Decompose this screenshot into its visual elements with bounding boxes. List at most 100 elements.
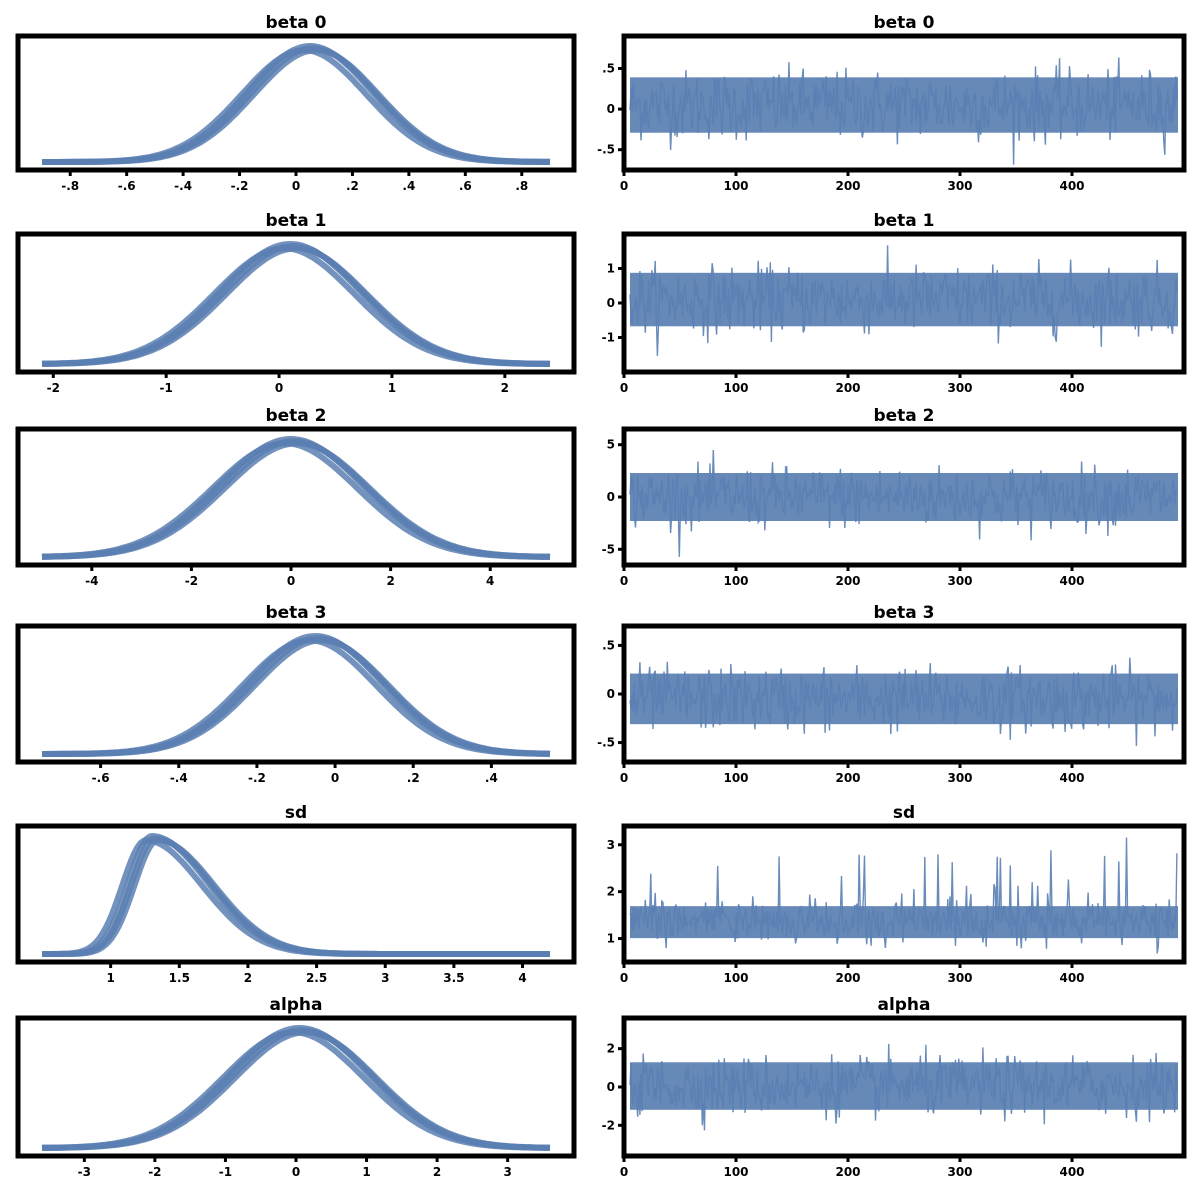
subplot-kde-1: beta 0 -.8 -.6 -.4 -.2 0 .2 .4 .6 .8 [15, 13, 577, 193]
axes-frame [15, 426, 577, 568]
x-tick-label: .4 [402, 179, 415, 193]
kde-chain-line [42, 43, 550, 165]
y-tick-label: -.5 [597, 143, 615, 157]
kde-chain-line [42, 47, 551, 165]
x-tick-label: 1 [106, 971, 114, 985]
kde-chain-line [42, 245, 550, 367]
axes-frame [621, 33, 1187, 173]
x-tick-label: 100 [723, 1165, 748, 1179]
subplot-kde-4: beta 3 -.6 -.4 -.2 0 .2 .4 [15, 603, 577, 785]
kde-chain-line [41, 440, 551, 560]
axes-frame [621, 426, 1187, 568]
x-tick-label: 300 [947, 381, 972, 395]
kde-chain-line [42, 835, 550, 957]
x-tick-label: 3 [381, 971, 389, 985]
x-tick-label: 0 [331, 771, 339, 785]
y-tick-label: 0 [607, 490, 615, 504]
x-tick-label: .6 [459, 179, 472, 193]
subplot-kde-2: beta 1 -2 -1 0 1 2 [15, 211, 577, 395]
y-tick-label: .5 [602, 61, 615, 75]
x-tick-label: 0 [620, 971, 628, 985]
trace-line [629, 57, 1178, 165]
y-tick-label: 0 [607, 687, 615, 701]
y-tick-label: -.5 [597, 736, 615, 750]
kde-chain-line [42, 637, 550, 757]
x-tick-label: 0 [287, 574, 295, 588]
y-tick-label: 3 [607, 838, 615, 852]
x-tick-label: 0 [620, 1165, 628, 1179]
x-tick-label: 0 [620, 574, 628, 588]
y-tick-label: 5 [607, 438, 615, 452]
x-tick-label: 4 [486, 574, 494, 588]
subplot-title: beta 0 [873, 13, 934, 33]
x-tick-label: 2 [501, 381, 509, 395]
x-tick-label: -1 [219, 1165, 232, 1179]
kde-chain-line [42, 47, 550, 165]
subplot-title: sd [893, 803, 915, 823]
subplot-kde-5: sd 1 1.5 2 2.5 3 3.5 4 [15, 803, 577, 985]
x-tick-label: 400 [1059, 971, 1084, 985]
x-tick-label: 300 [947, 771, 972, 785]
y-tick-label: 0 [607, 102, 615, 116]
x-tick-label: 1 [362, 1165, 370, 1179]
x-tick-label: 300 [947, 179, 972, 193]
kde-chain-line [41, 436, 550, 560]
axes-frame [15, 231, 577, 375]
x-tick-label: -.4 [174, 179, 192, 193]
x-tick-label: .2 [407, 771, 420, 785]
x-tick-label: 2 [433, 1165, 441, 1179]
x-tick-label: 4 [518, 971, 526, 985]
x-tick-label: 200 [835, 771, 860, 785]
kde-chain-line [41, 440, 551, 560]
x-tick-label: -4 [85, 574, 98, 588]
subplot-title: beta 0 [265, 13, 326, 33]
x-tick-label: 100 [723, 771, 748, 785]
trace-line [629, 449, 1178, 557]
x-tick-label: 300 [947, 1165, 972, 1179]
x-tick-label: -1 [160, 381, 173, 395]
y-tick-label: .5 [602, 638, 615, 652]
subplot-trace-5: sd 1 2 3 0 100 200 300 400 [607, 803, 1187, 985]
y-tick-label: -2 [602, 1118, 615, 1132]
x-tick-label: -.6 [92, 771, 110, 785]
trace-line [629, 657, 1178, 746]
x-tick-label: 400 [1059, 771, 1084, 785]
kde-chain-line [41, 1027, 550, 1151]
x-tick-label: 0 [620, 771, 628, 785]
x-tick-label: 400 [1059, 381, 1084, 395]
x-tick-label: .2 [346, 179, 359, 193]
x-tick-label: 100 [723, 971, 748, 985]
x-tick-label: -.2 [248, 771, 266, 785]
x-tick-label: 0 [620, 381, 628, 395]
x-tick-label: 2 [386, 574, 394, 588]
x-tick-label: 300 [947, 574, 972, 588]
trace-line [629, 837, 1178, 954]
kde-chain-line [42, 1025, 551, 1151]
x-tick-label: 100 [723, 179, 748, 193]
x-tick-label: 400 [1059, 1165, 1084, 1179]
y-tick-label: 1 [607, 932, 615, 946]
x-tick-label: 200 [835, 574, 860, 588]
subplot-title: beta 2 [265, 406, 326, 426]
x-tick-label: 200 [835, 1165, 860, 1179]
kde-chain-line [42, 837, 550, 957]
x-tick-label: 1 [388, 381, 396, 395]
y-tick-label: -1 [602, 331, 615, 345]
trace-line [629, 245, 1178, 356]
subplot-title: alpha [269, 995, 322, 1015]
axes-frame [15, 623, 577, 765]
x-tick-label: 300 [947, 971, 972, 985]
y-tick-label: 2 [607, 1042, 615, 1056]
subplot-title: beta 1 [265, 211, 326, 231]
x-tick-label: -2 [47, 381, 60, 395]
axes-frame [15, 1015, 577, 1159]
axes-frame [621, 623, 1187, 765]
axes-frame [621, 231, 1187, 375]
subplot-title: beta 3 [265, 603, 326, 623]
x-tick-label: .8 [515, 179, 528, 193]
kde-chain-line [42, 245, 550, 367]
x-tick-label: -2 [148, 1165, 161, 1179]
kde-chain-line [42, 1029, 550, 1151]
x-tick-label: 100 [723, 381, 748, 395]
